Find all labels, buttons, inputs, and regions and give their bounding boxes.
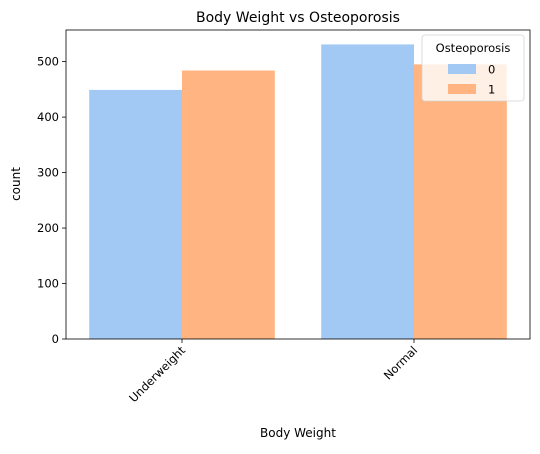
legend-title: Osteoporosis [436,41,511,55]
y-tick-label: 200 [37,221,59,235]
bar-normal-0 [321,44,414,339]
legend: Osteoporosis 0 1 [421,34,525,102]
plot-area [89,44,507,340]
legend-swatch-1 [448,84,476,94]
x-axis-label: Body Weight [260,426,336,440]
y-axis-label: count [9,167,23,201]
y-tick-label: 400 [37,110,59,124]
legend-swatch-0 [448,64,476,74]
bar-normal-1 [414,64,507,340]
legend-label-1: 1 [488,83,495,97]
x-tick-label: Underweight [126,343,188,405]
axes-frame [65,29,531,340]
y-tick-label: 0 [52,332,59,346]
bar-underweight-1 [182,70,275,339]
y-tick-label: 100 [37,277,59,291]
y-tick-label: 300 [37,166,59,180]
x-tick-label: Normal [381,343,420,382]
legend-label-0: 0 [488,63,495,77]
y-tick-label: 500 [37,55,59,69]
chart-title: Body Weight vs Osteoporosis [196,10,400,26]
bar-underweight-0 [89,89,182,340]
